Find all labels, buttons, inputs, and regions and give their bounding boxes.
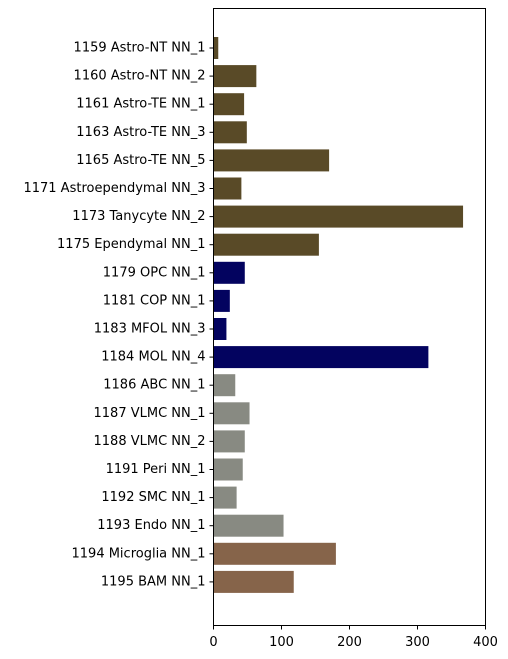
y-tick-label: 1193 Endo NN_1 bbox=[97, 518, 205, 533]
y-axis-ticks: 1159 Astro-NT NN_1 1160 Astro-NT NN_2 1161… bbox=[23, 41, 214, 589]
y-tick-label: 1188 VLMC NN_2 bbox=[94, 434, 206, 449]
y-tick-label: 1175 Ependymal NN_1 bbox=[57, 237, 205, 252]
y-tick-label: 1159 Astro-NT NN_1 bbox=[74, 41, 206, 56]
y-tick-label: 1192 SMC NN_1 bbox=[101, 490, 205, 505]
bar bbox=[213, 37, 219, 59]
y-tick-label: 1161 Astro-TE NN_1 bbox=[76, 97, 205, 112]
bars-group bbox=[213, 37, 464, 593]
bar bbox=[213, 65, 257, 88]
y-tick-label: 1171 Astroependymal NN_3 bbox=[23, 181, 205, 196]
y-tick-label: 1179 OPC NN_1 bbox=[103, 265, 206, 280]
y-tick-label: 1181 COP NN_1 bbox=[103, 293, 206, 308]
y-tick-label: 1173 Tanycyte NN_2 bbox=[72, 209, 205, 224]
bar bbox=[213, 177, 242, 200]
bar bbox=[213, 514, 284, 537]
bar bbox=[213, 149, 330, 172]
y-tick-label: 1183 MFOL NN_3 bbox=[94, 322, 206, 337]
x-tick-label: 200 bbox=[337, 635, 362, 650]
plot-frame bbox=[213, 8, 486, 626]
x-axis-ticks: 0 100 200 300 400 bbox=[209, 625, 498, 650]
bar bbox=[213, 374, 236, 397]
y-tick-label: 1194 Microglia NN_1 bbox=[72, 546, 206, 561]
y-tick-label: 1187 VLMC NN_1 bbox=[94, 406, 206, 421]
x-tick-label: 100 bbox=[269, 635, 294, 650]
x-tick-label: 300 bbox=[405, 635, 430, 650]
y-tick-label: 1191 Peri NN_1 bbox=[106, 462, 206, 477]
bar bbox=[213, 205, 464, 228]
bar bbox=[213, 346, 429, 369]
y-tick-label: 1165 Astro-TE NN_5 bbox=[76, 153, 205, 168]
x-tick-label: 0 bbox=[209, 635, 217, 650]
bar bbox=[213, 542, 336, 565]
y-tick-label: 1163 Astro-TE NN_3 bbox=[76, 125, 205, 140]
x-tick-label: 400 bbox=[473, 635, 498, 650]
y-tick-label: 1160 Astro-NT NN_2 bbox=[74, 69, 206, 84]
y-tick-label: 1186 ABC NN_1 bbox=[103, 378, 205, 393]
bar bbox=[213, 93, 245, 116]
bar bbox=[213, 570, 294, 593]
y-tick-label: 1195 BAM NN_1 bbox=[101, 574, 206, 589]
bar bbox=[213, 402, 250, 425]
bar bbox=[213, 486, 237, 509]
bar bbox=[213, 430, 245, 453]
bar bbox=[213, 289, 230, 312]
bar bbox=[213, 261, 245, 284]
bar bbox=[213, 318, 227, 340]
bar bbox=[213, 458, 243, 481]
bar bbox=[213, 233, 319, 256]
y-tick-label: 1184 MOL NN_4 bbox=[101, 350, 205, 365]
bar bbox=[213, 121, 247, 144]
